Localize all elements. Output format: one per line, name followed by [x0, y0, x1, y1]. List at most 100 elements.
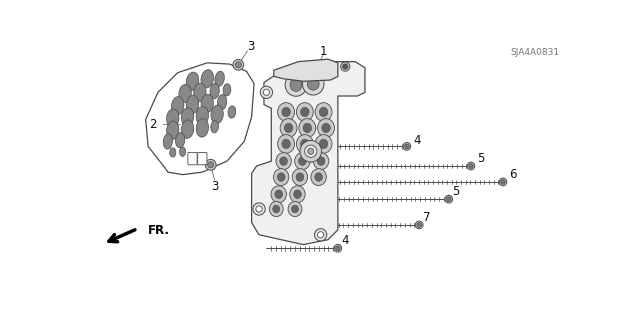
- Ellipse shape: [317, 119, 335, 137]
- Text: 4: 4: [342, 234, 349, 248]
- Circle shape: [260, 86, 273, 99]
- Ellipse shape: [271, 186, 287, 203]
- Ellipse shape: [315, 173, 323, 181]
- Circle shape: [468, 164, 473, 168]
- Ellipse shape: [163, 134, 173, 149]
- Circle shape: [253, 203, 265, 215]
- Circle shape: [300, 140, 321, 162]
- Text: 6: 6: [509, 168, 516, 181]
- Circle shape: [403, 143, 411, 150]
- Text: 2: 2: [149, 118, 157, 131]
- Ellipse shape: [181, 108, 194, 126]
- Ellipse shape: [294, 190, 301, 198]
- Circle shape: [340, 62, 350, 71]
- Ellipse shape: [179, 84, 191, 103]
- Text: SJA4A0831: SJA4A0831: [511, 48, 559, 57]
- Polygon shape: [274, 59, 338, 81]
- Ellipse shape: [307, 77, 319, 90]
- Circle shape: [317, 232, 324, 238]
- Circle shape: [207, 162, 214, 168]
- FancyBboxPatch shape: [198, 152, 207, 165]
- Ellipse shape: [273, 168, 289, 186]
- Ellipse shape: [296, 103, 314, 121]
- Ellipse shape: [301, 139, 309, 149]
- Circle shape: [308, 148, 314, 154]
- Ellipse shape: [315, 135, 332, 153]
- Ellipse shape: [166, 121, 179, 140]
- Circle shape: [445, 195, 452, 203]
- Ellipse shape: [196, 107, 209, 125]
- Circle shape: [499, 178, 507, 186]
- Ellipse shape: [296, 135, 314, 153]
- Ellipse shape: [201, 70, 214, 88]
- Ellipse shape: [322, 123, 330, 133]
- Ellipse shape: [211, 121, 218, 133]
- Ellipse shape: [228, 106, 236, 118]
- Circle shape: [233, 59, 244, 70]
- Ellipse shape: [196, 119, 209, 137]
- Ellipse shape: [218, 94, 227, 110]
- Ellipse shape: [186, 95, 198, 114]
- Ellipse shape: [311, 168, 326, 186]
- Ellipse shape: [298, 157, 306, 165]
- Ellipse shape: [282, 139, 291, 149]
- Ellipse shape: [280, 119, 297, 137]
- Circle shape: [305, 145, 317, 158]
- Circle shape: [314, 229, 327, 241]
- Ellipse shape: [172, 97, 184, 115]
- Text: FR.: FR.: [147, 224, 170, 237]
- Ellipse shape: [290, 186, 305, 203]
- Ellipse shape: [296, 173, 304, 181]
- Ellipse shape: [181, 120, 194, 138]
- Ellipse shape: [194, 83, 206, 101]
- Ellipse shape: [201, 94, 214, 113]
- Ellipse shape: [278, 103, 294, 121]
- Circle shape: [335, 246, 340, 251]
- Ellipse shape: [275, 190, 283, 198]
- Ellipse shape: [186, 72, 199, 90]
- Ellipse shape: [319, 107, 328, 117]
- Ellipse shape: [282, 107, 291, 117]
- Ellipse shape: [170, 148, 176, 157]
- Ellipse shape: [292, 168, 308, 186]
- Circle shape: [417, 223, 422, 227]
- Ellipse shape: [303, 72, 324, 95]
- Ellipse shape: [269, 201, 283, 217]
- Circle shape: [256, 206, 262, 212]
- Circle shape: [334, 244, 342, 252]
- Circle shape: [467, 162, 475, 170]
- Circle shape: [447, 197, 451, 202]
- Text: 3: 3: [211, 180, 218, 193]
- Ellipse shape: [276, 152, 291, 170]
- Ellipse shape: [175, 132, 185, 148]
- Ellipse shape: [315, 103, 332, 121]
- Ellipse shape: [278, 135, 294, 153]
- Circle shape: [415, 221, 423, 229]
- Circle shape: [205, 160, 216, 170]
- Circle shape: [500, 180, 505, 184]
- Polygon shape: [146, 63, 254, 174]
- Circle shape: [404, 144, 409, 149]
- Circle shape: [263, 89, 269, 95]
- Ellipse shape: [284, 123, 293, 133]
- Ellipse shape: [288, 201, 302, 217]
- Ellipse shape: [290, 78, 302, 92]
- Circle shape: [342, 64, 348, 69]
- Ellipse shape: [215, 71, 225, 86]
- Ellipse shape: [210, 83, 220, 99]
- Ellipse shape: [294, 152, 310, 170]
- Ellipse shape: [166, 109, 179, 127]
- Ellipse shape: [291, 205, 298, 213]
- Ellipse shape: [319, 139, 328, 149]
- Polygon shape: [252, 62, 365, 245]
- Text: 1: 1: [319, 45, 327, 58]
- Ellipse shape: [303, 123, 312, 133]
- FancyBboxPatch shape: [188, 152, 197, 165]
- Ellipse shape: [180, 147, 186, 156]
- Ellipse shape: [273, 205, 280, 213]
- Ellipse shape: [285, 74, 307, 96]
- Ellipse shape: [223, 84, 231, 96]
- Ellipse shape: [280, 157, 287, 165]
- Ellipse shape: [301, 107, 309, 117]
- Text: 7: 7: [423, 211, 430, 224]
